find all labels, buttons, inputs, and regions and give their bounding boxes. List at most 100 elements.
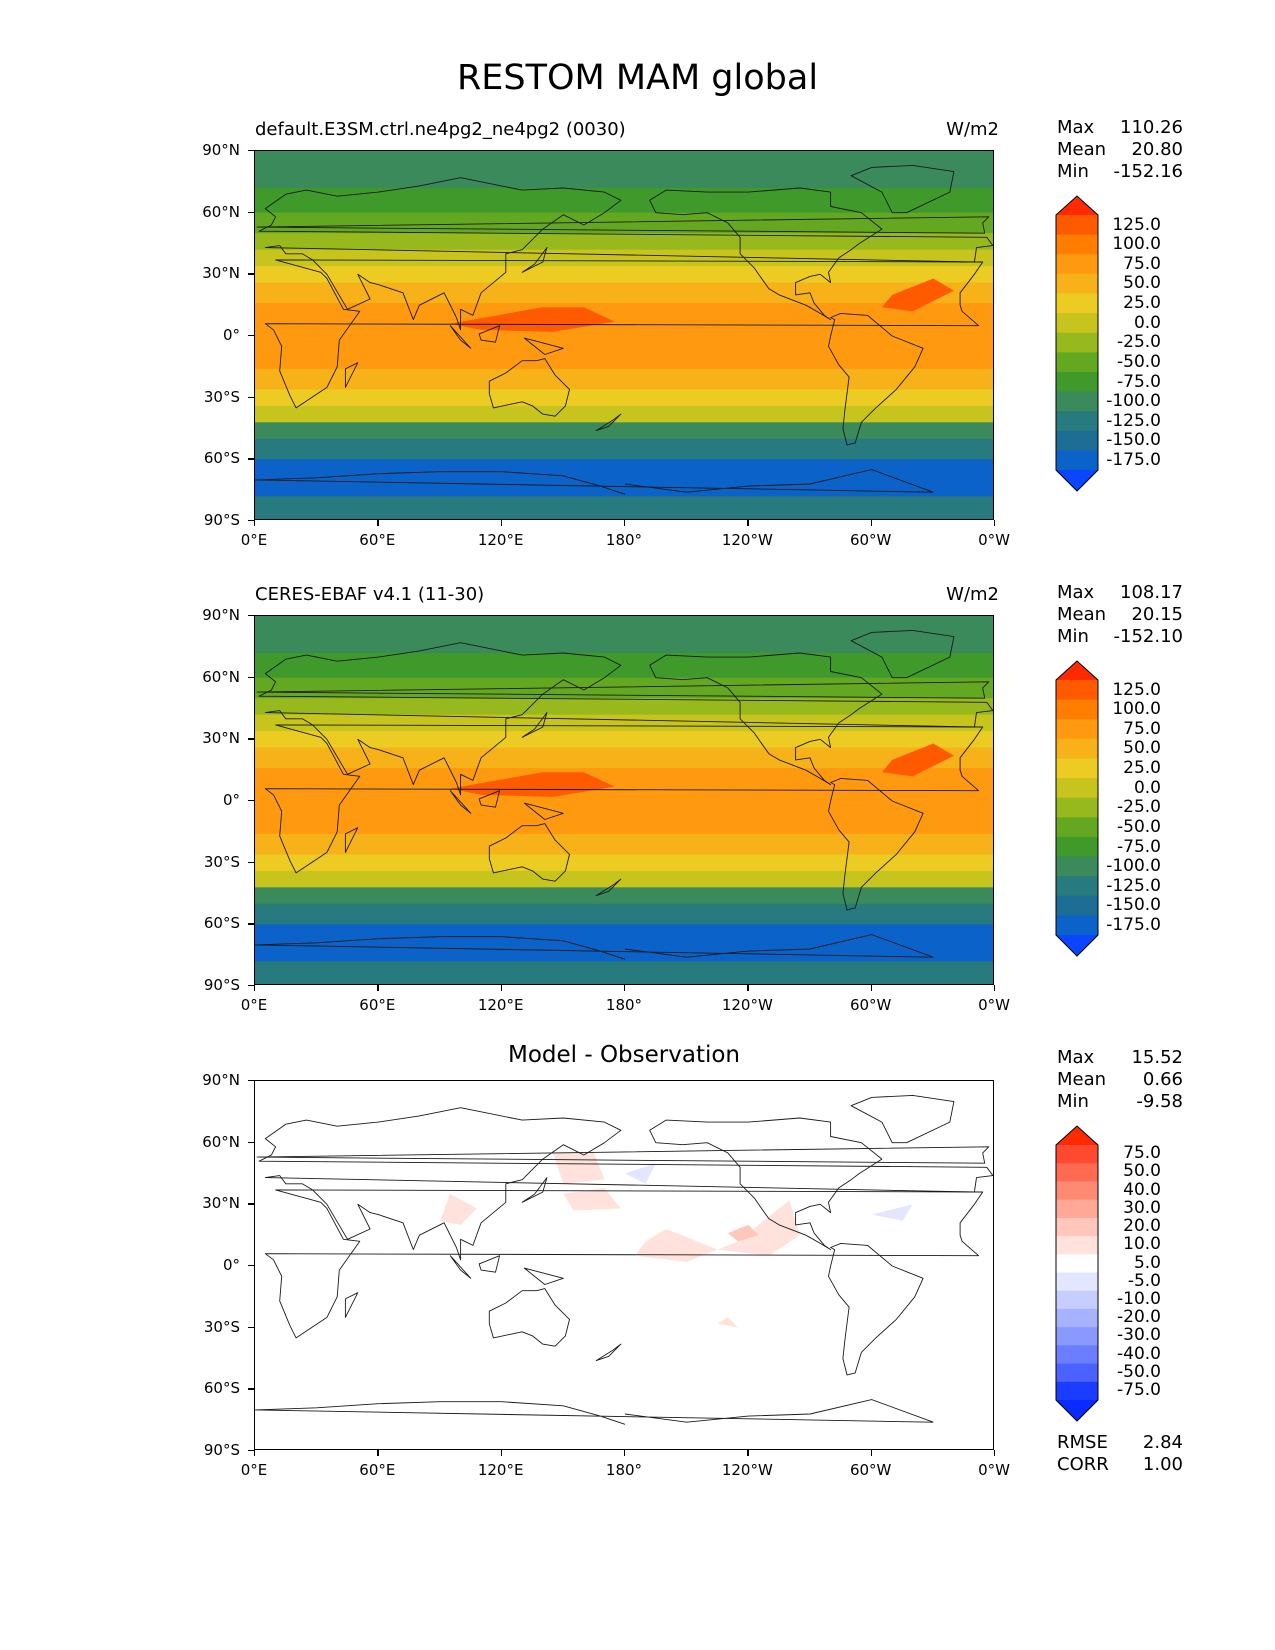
coastline xyxy=(478,790,501,808)
field-band xyxy=(255,311,993,317)
field-band xyxy=(255,912,993,917)
colorbar-outline xyxy=(1055,195,1099,492)
latitude-tick xyxy=(248,676,254,678)
colorbar-tick-label: 125.0 xyxy=(1112,679,1161,700)
colorbar-segment xyxy=(1056,293,1098,314)
field-band xyxy=(255,364,993,370)
latitude-tick xyxy=(248,615,254,617)
field-band xyxy=(255,336,993,341)
field-band xyxy=(255,842,993,847)
colorbar-segment xyxy=(1056,1181,1098,1201)
colorbar-tick-label: 100.0 xyxy=(1112,234,1161,255)
colorbar-segment xyxy=(1056,797,1098,818)
field-band xyxy=(255,175,993,181)
field-band xyxy=(255,274,993,280)
longitude-tick-label: 180° xyxy=(605,996,643,1014)
field-band xyxy=(255,858,993,864)
field-band xyxy=(255,940,993,946)
colorbar-segment xyxy=(1056,1145,1098,1164)
coastline xyxy=(488,358,570,417)
stat-label: Mean xyxy=(1057,604,1107,625)
latitude-tick xyxy=(248,1450,254,1452)
colorbar-segment xyxy=(1056,1290,1098,1310)
latitude-tick-label: 90°S xyxy=(203,976,240,994)
longitude-tick-label: 120°E xyxy=(477,531,524,549)
field-band xyxy=(255,315,993,321)
longitude-tick-label: 60°E xyxy=(359,531,396,549)
colorbar-segment xyxy=(1056,836,1098,858)
field-band xyxy=(255,846,993,851)
coastline xyxy=(649,1117,883,1251)
field-band xyxy=(255,710,993,716)
colorbar-segment xyxy=(1056,391,1098,412)
coastline xyxy=(521,1177,548,1203)
stat-value: 20.15 xyxy=(1131,604,1183,625)
stat-label: Min xyxy=(1057,161,1089,182)
longitude-tick-label: 0°W xyxy=(978,996,1010,1014)
longitude-tick xyxy=(377,520,379,526)
field-band xyxy=(255,257,993,263)
field-band xyxy=(255,862,993,868)
longitude-tick-label: 60°E xyxy=(359,996,396,1014)
field-band xyxy=(255,377,993,382)
colorbar-tick-label: 5.0 xyxy=(1133,1252,1161,1273)
colorbar-segment xyxy=(1056,234,1098,255)
coastline xyxy=(649,652,883,786)
panel-title-left: default.E3SM.ctrl.ne4pg2_ne4pg2 (0030) xyxy=(255,119,626,140)
field-band xyxy=(255,282,993,288)
longitude-tick-label: 0°E xyxy=(240,996,268,1014)
longitude-tick xyxy=(870,985,872,991)
metric-label: CORR xyxy=(1057,1454,1109,1475)
field-band xyxy=(255,220,993,226)
colorbar-tick-label: -100.0 xyxy=(1106,391,1161,412)
atlantic-max-region xyxy=(881,743,954,777)
latitude-tick-label: 60°S xyxy=(203,1379,240,1398)
field-band xyxy=(255,899,993,905)
longitude-tick xyxy=(624,520,626,526)
longitude-tick xyxy=(377,985,379,991)
atlantic-max-region xyxy=(881,278,954,312)
field-band xyxy=(255,286,993,292)
coastline xyxy=(850,164,955,214)
longitude-tick-label: 60°W xyxy=(849,1461,892,1479)
longitude-tick xyxy=(994,985,996,991)
colorbar-segment xyxy=(1056,1236,1098,1255)
latitude-tick-label: 0° xyxy=(222,1256,240,1274)
field-band xyxy=(255,714,993,720)
latitude-tick-label: 0° xyxy=(222,326,240,344)
longitude-tick xyxy=(747,985,749,991)
antarctic-region xyxy=(255,961,993,984)
warm-pool-region xyxy=(450,772,615,797)
panel-title-center: Model - Observation xyxy=(507,1042,741,1068)
colorbar-tick-label: -25.0 xyxy=(1117,797,1161,818)
field-band xyxy=(255,422,993,428)
colorbar-tick-label: 30.0 xyxy=(1123,1197,1161,1218)
colorbar-tick-label: 75.0 xyxy=(1123,1143,1161,1164)
difference-region xyxy=(440,1194,477,1225)
difference-region xyxy=(635,1200,800,1262)
colorbar-segment xyxy=(1056,876,1098,897)
field-band xyxy=(255,434,993,440)
field-band xyxy=(255,722,993,728)
field-band xyxy=(255,225,993,230)
field-band xyxy=(255,237,993,243)
field-band xyxy=(255,294,993,300)
field-band xyxy=(255,299,993,304)
coastline xyxy=(523,337,564,355)
coastline xyxy=(256,1146,990,1164)
stat-row: Min -9.58 xyxy=(1057,1091,1183,1113)
field-band xyxy=(255,405,993,411)
colorbar-segment xyxy=(1056,352,1098,373)
colorbar-segment xyxy=(1056,430,1098,451)
metrics-box: RMSE 2.84 CORR 1.00 xyxy=(1057,1432,1183,1476)
colorbar-segment xyxy=(1056,719,1098,740)
latitude-tick-label: 30°S xyxy=(203,387,240,406)
latitude-tick xyxy=(248,458,254,460)
field-band xyxy=(255,410,993,415)
field-band xyxy=(255,319,993,325)
coastline xyxy=(828,1242,924,1376)
stat-row: Mean 20.15 xyxy=(1057,604,1183,626)
panel-title-left: CERES-EBAF v4.1 (11-30) xyxy=(255,584,485,605)
field-band xyxy=(255,727,993,732)
colorbar-tick-label: -175.0 xyxy=(1106,450,1161,470)
